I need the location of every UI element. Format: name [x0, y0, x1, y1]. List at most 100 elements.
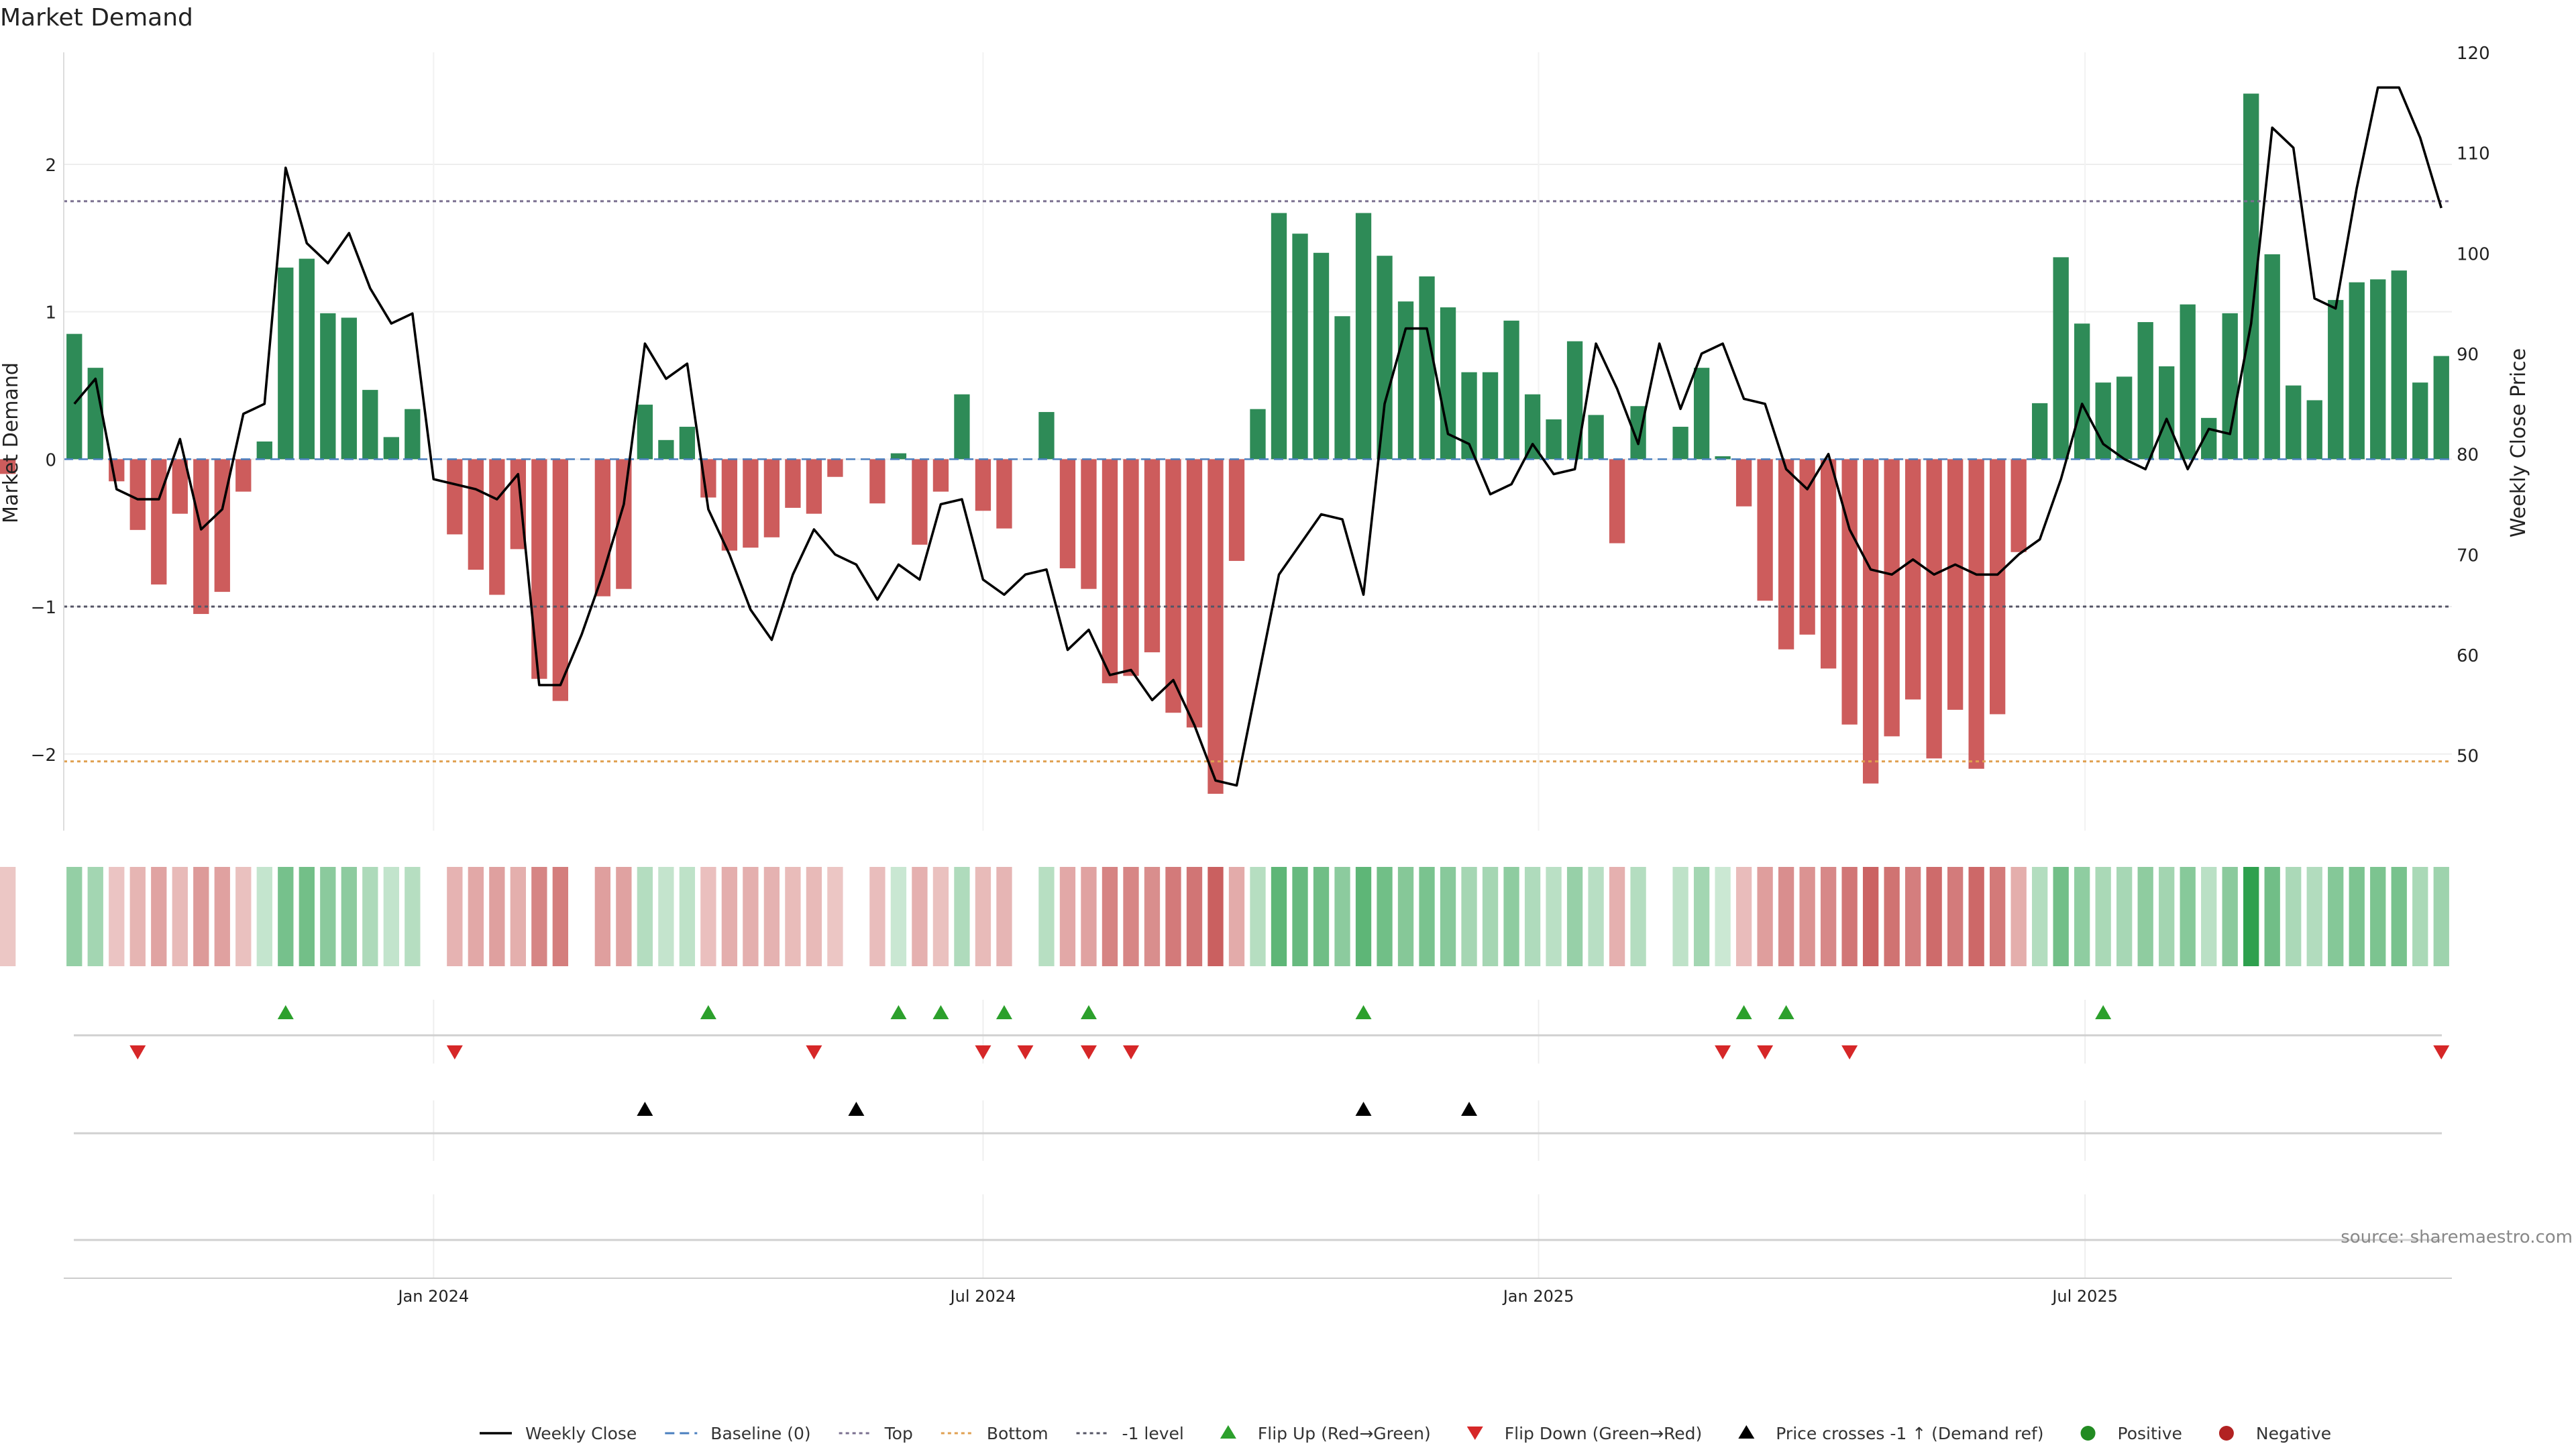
demand-bar: [172, 459, 188, 514]
heat-cell: [1461, 867, 1477, 966]
price-cross-marker: [1461, 1102, 1478, 1116]
y2-tick-label: 50: [2457, 747, 2479, 767]
flip-up-marker: [700, 1005, 716, 1019]
heat-cell: [2349, 867, 2365, 966]
price-cross-marker: [637, 1102, 653, 1116]
demand-bar: [1377, 256, 1393, 460]
demand-bar: [1715, 456, 1731, 460]
demand-bar: [1799, 459, 1815, 635]
flip-down-marker: [129, 1045, 146, 1059]
heat-cell: [1292, 867, 1308, 966]
heat-cell: [2391, 867, 2407, 966]
legend-swatch: [1466, 1427, 1483, 1440]
source-note: source: sharemaestro.com: [2341, 1227, 2573, 1247]
heat-cell: [1989, 867, 2006, 966]
demand-bar: [1334, 316, 1350, 460]
demand-bar: [278, 267, 294, 460]
legend-item: Flip Up (Red→Green): [1220, 1424, 1431, 1443]
demand-bar: [2116, 376, 2133, 460]
heat-cell: [1693, 867, 1710, 966]
heat-cell: [2433, 867, 2449, 966]
heat-cell: [129, 867, 146, 966]
heat-cell: [1186, 867, 1203, 966]
heat-cell: [2222, 867, 2238, 966]
heat-cell: [510, 867, 527, 966]
flip-down-marker: [1122, 1045, 1139, 1059]
flip-down-marker: [806, 1045, 822, 1059]
legend-label: Flip Up (Red→Green): [1258, 1424, 1431, 1443]
legend-item: Flip Down (Green→Red): [1466, 1424, 1702, 1443]
price-line-group: [73, 86, 2443, 787]
demand-bar: [1038, 412, 1055, 460]
demand-bar: [320, 313, 336, 460]
legend-swatch: [2080, 1426, 2096, 1441]
heat-cell: [362, 867, 378, 966]
x-tick-label: Jul 2024: [949, 1287, 1016, 1306]
demand-bar: [1059, 459, 1076, 568]
heat-cell: [1271, 867, 1287, 966]
heat-cell: [1904, 867, 1921, 966]
y2-tick-label: 80: [2457, 446, 2479, 466]
heat-cell: [2328, 867, 2344, 966]
heat-cell: [468, 867, 484, 966]
demand-bar: [489, 459, 505, 595]
heat-cell: [256, 867, 272, 966]
heat-cell: [0, 867, 16, 966]
demand-bar: [869, 459, 885, 504]
heat-cell: [172, 867, 188, 966]
legend-label: Top: [884, 1424, 913, 1443]
demand-bar: [1186, 459, 1203, 728]
demand-bar: [2370, 279, 2386, 460]
demand-bar: [2159, 366, 2175, 460]
demand-bar: [2306, 400, 2322, 460]
demand-bar: [2180, 304, 2196, 460]
demand-bar: [616, 459, 632, 589]
demand-bar: [1503, 320, 1519, 460]
legend-label: Negative: [2256, 1424, 2331, 1443]
heat-cell: [1165, 867, 1181, 966]
demand-bar: [1355, 213, 1372, 460]
heat-cell: [1419, 867, 1435, 966]
y2-tick-label: 120: [2457, 44, 2490, 64]
heat-cell: [2095, 867, 2111, 966]
heat-cell: [954, 867, 970, 966]
demand-bar: [1102, 459, 1118, 684]
demand-bar: [1947, 459, 1964, 710]
demand-bar: [1989, 459, 2006, 715]
demand-bar: [721, 459, 738, 551]
demand-bar: [954, 394, 970, 460]
demand-bar: [679, 427, 696, 460]
heat-cell: [700, 867, 716, 966]
heat-cell: [2201, 867, 2217, 966]
legend-item: Baseline (0): [665, 1424, 811, 1443]
heat-cell: [1250, 867, 1266, 966]
legend-item: Positive: [2080, 1424, 2182, 1443]
event-markers: [129, 1005, 2450, 1116]
flip-down-marker: [975, 1045, 991, 1059]
heat-cell: [806, 867, 822, 966]
demand-bar: [1271, 213, 1287, 460]
demand-bar: [1144, 459, 1161, 653]
demand-bar: [658, 439, 674, 460]
heat-cell: [2286, 867, 2302, 966]
heat-cell: [1397, 867, 1414, 966]
legend-item: -1 level: [1076, 1424, 1184, 1443]
heat-cell: [1566, 867, 1583, 966]
demand-bar: [1884, 459, 1900, 737]
heat-cell: [1144, 867, 1161, 966]
demand-bar: [531, 459, 547, 679]
demand-bar: [2264, 254, 2280, 460]
flip-up-marker: [890, 1005, 907, 1019]
demand-bar: [1630, 406, 1646, 460]
heat-cell: [383, 867, 399, 966]
axes: −2 −1 0 1 2 50 60 70 80 90 100 110 120 Jan 2024 Jul 20…: [31, 44, 2490, 1306]
flip-down-marker: [1080, 1045, 1097, 1059]
legend-swatch: [2218, 1426, 2234, 1441]
demand-bar: [552, 459, 569, 701]
heat-cell: [1778, 867, 1794, 966]
heat-cell: [637, 867, 653, 966]
heat-cell: [1862, 867, 1879, 966]
heat-cell: [531, 867, 547, 966]
heat-cell: [1313, 867, 1330, 966]
demand-bar: [1546, 419, 1562, 460]
